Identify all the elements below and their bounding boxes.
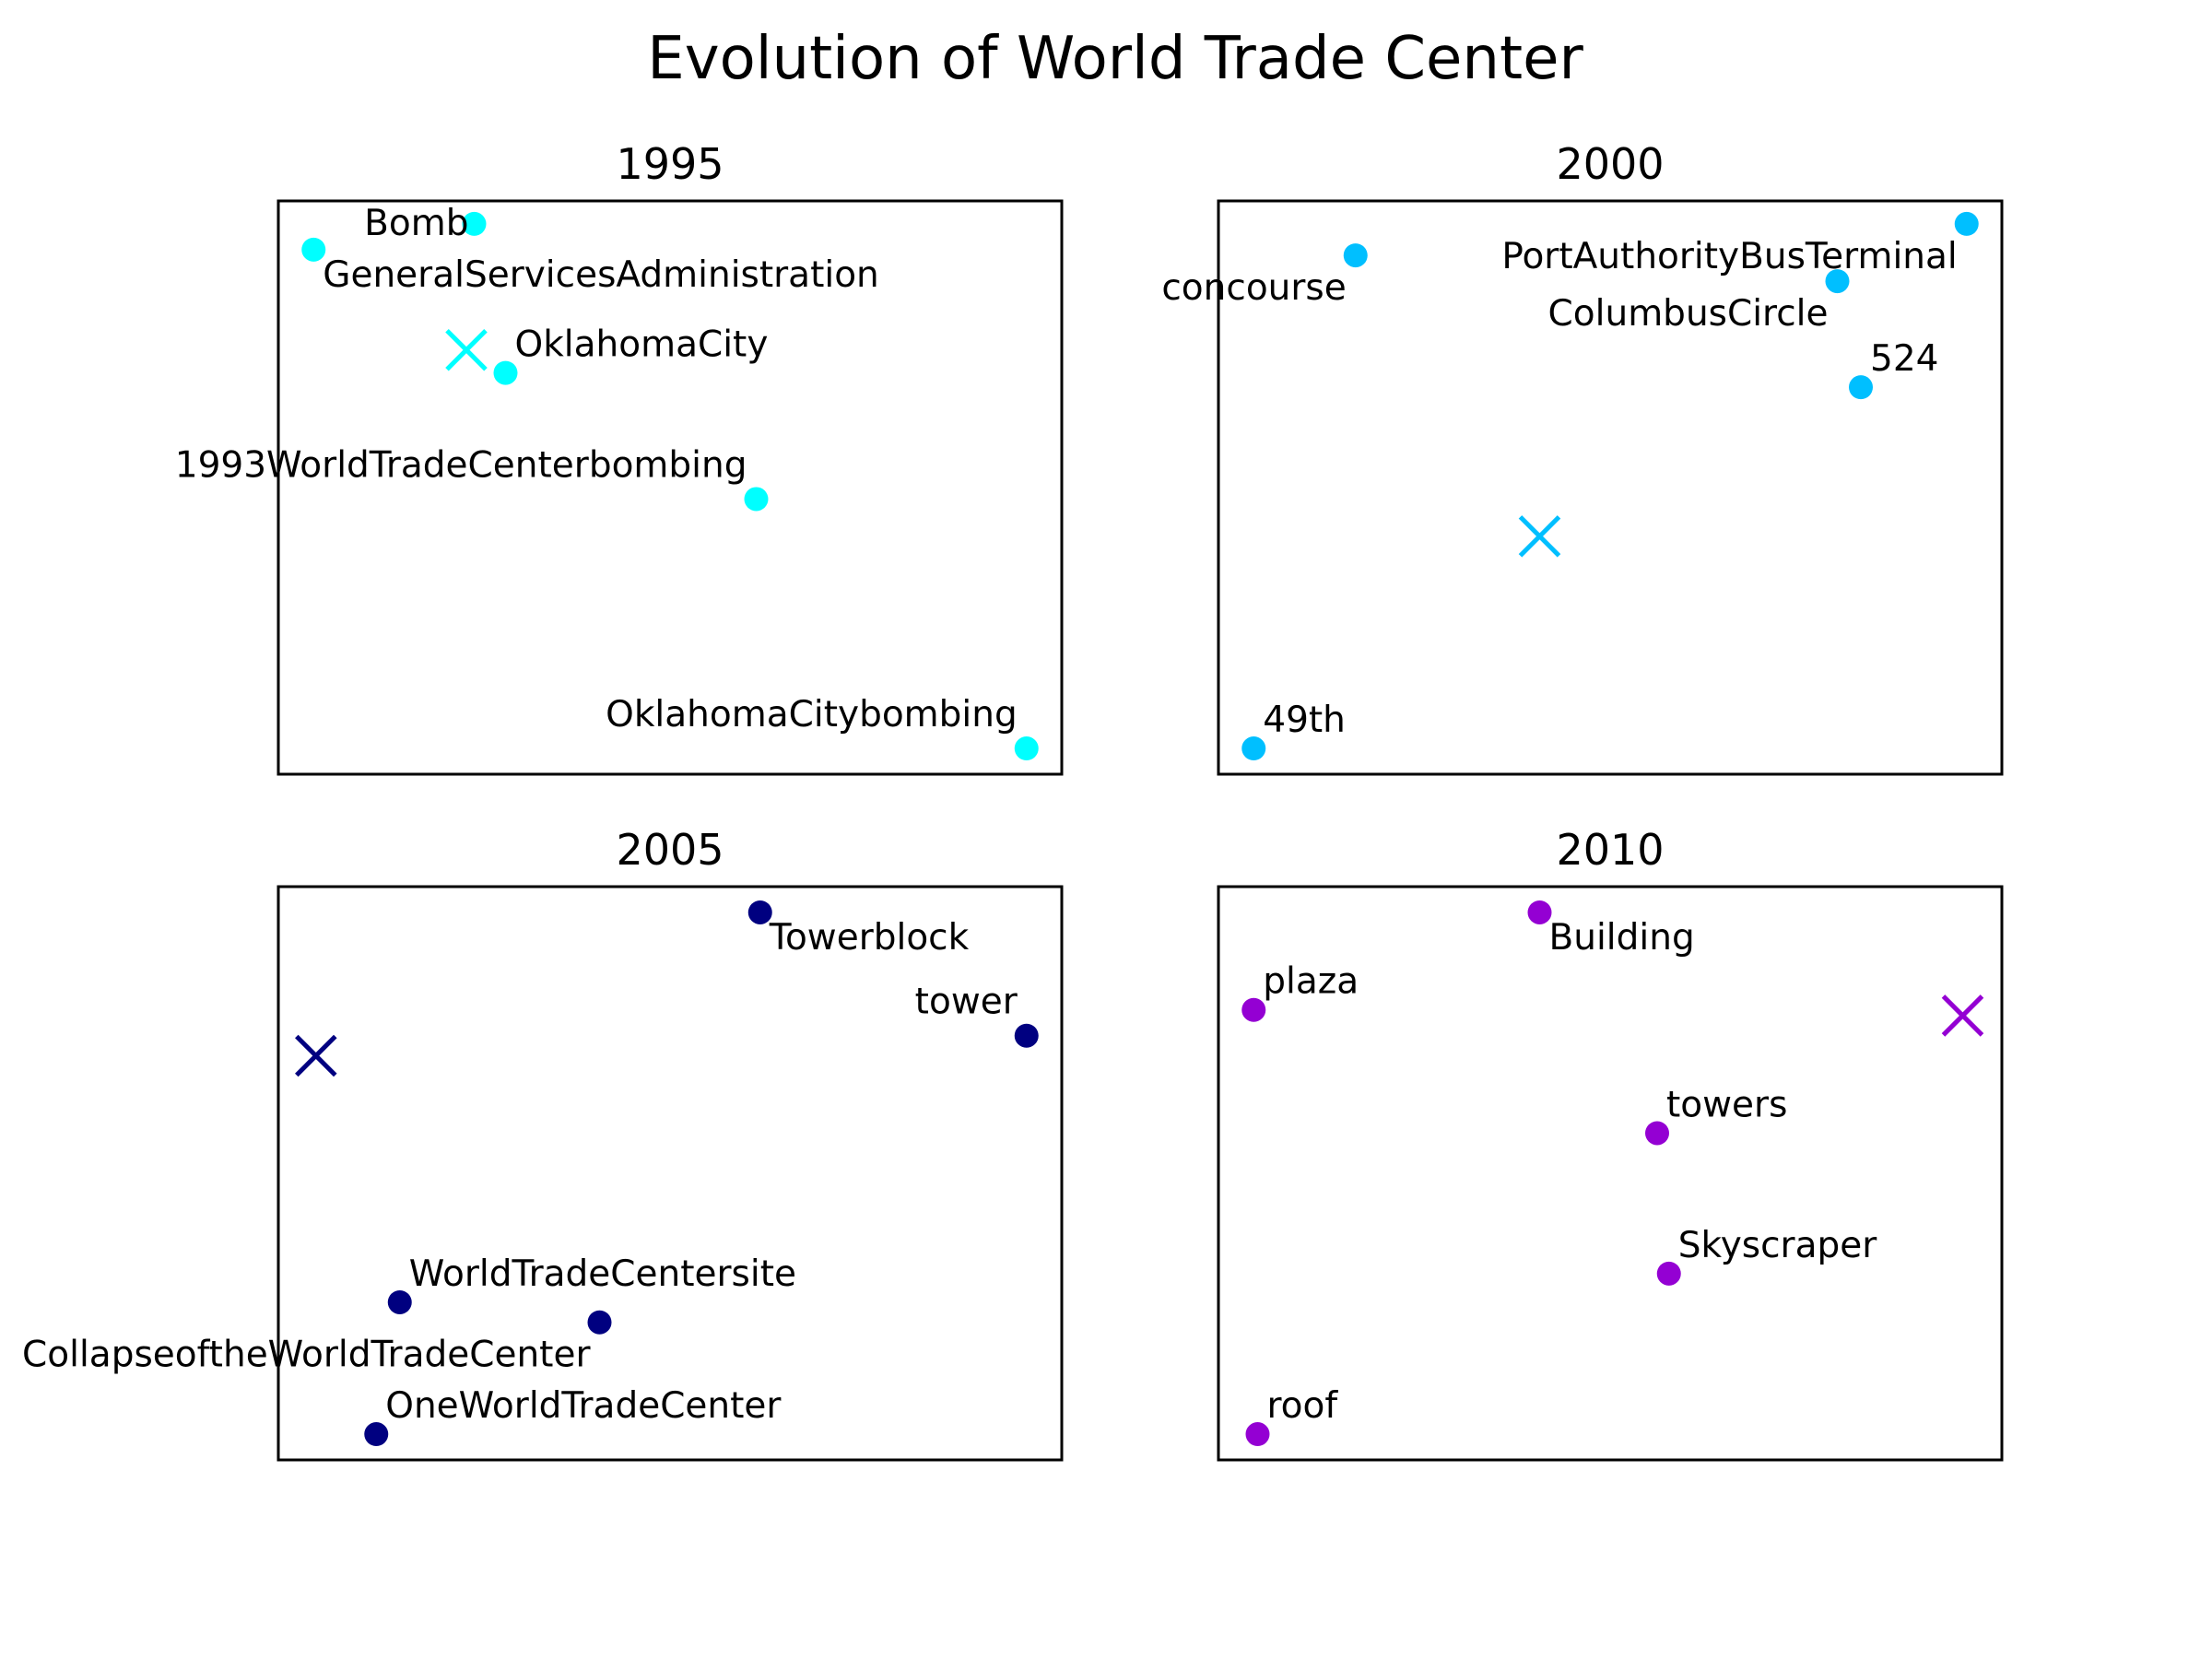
axes-frame	[276, 885, 1064, 1462]
point-label: WorldTradeCentersite	[409, 1253, 796, 1295]
point-label: 524	[1870, 338, 1938, 380]
axes-frame	[1217, 199, 2004, 776]
data-point	[747, 900, 772, 924]
point-label: 1993WorldTradeCenterbombing	[175, 444, 747, 486]
data-point	[493, 360, 518, 385]
point-label: roof	[1267, 1385, 1339, 1427]
subplot-1995: 1995 Bomb GeneralServicesAdministration Okl…	[175, 139, 1064, 776]
subplot-2010: 2010 Building plaza towers Skyscraper roof	[1217, 825, 2004, 1462]
point-label: Skyscraper	[1678, 1225, 1877, 1266]
data-point	[1343, 243, 1368, 268]
subplot-title: 2010	[1556, 825, 1664, 875]
data-point	[1241, 997, 1266, 1022]
point-label: CollapseoftheWorldTradeCenter	[22, 1335, 591, 1376]
subplot-2000: 2000 concourse PortAuthorityBusTerminal Col…	[1161, 139, 2004, 776]
data-point	[1849, 375, 1873, 400]
subplot-title: 2000	[1556, 139, 1664, 189]
data-point	[1825, 269, 1850, 294]
point-label: concourse	[1161, 267, 1346, 309]
axes-frame	[276, 199, 1064, 776]
centroid-x-marker	[1941, 994, 1984, 1037]
data-point	[1527, 900, 1552, 924]
point-label: Towerblock	[769, 917, 970, 959]
data-point	[1241, 736, 1266, 761]
point-label: OneWorldTradeCenter	[385, 1385, 782, 1427]
subplot-title: 1995	[616, 139, 724, 189]
centroid-x-marker	[445, 328, 488, 371]
point-label: Bomb	[364, 203, 468, 244]
point-label: OklahomaCitybombing	[606, 694, 1018, 735]
data-point	[1656, 1261, 1681, 1286]
subplots-grid: 1995 Bomb GeneralServicesAdministration Okl…	[22, 139, 2004, 1462]
data-point	[1014, 1023, 1039, 1048]
centroid-x-marker	[295, 1034, 337, 1077]
data-point	[1954, 211, 1979, 236]
centroid-x-marker	[1518, 515, 1561, 558]
data-point	[462, 211, 487, 236]
data-point	[364, 1422, 389, 1447]
data-point	[301, 237, 326, 262]
data-point	[744, 487, 769, 512]
point-label: plaza	[1263, 961, 1359, 1003]
point-label: 49th	[1263, 700, 1346, 741]
data-point	[587, 1310, 612, 1335]
axes-frame	[1217, 885, 2004, 1462]
data-point	[1014, 736, 1039, 761]
point-label: ColumbusCircle	[1548, 293, 1829, 335]
point-label: PortAuthorityBusTerminal	[1501, 236, 1957, 277]
point-label: tower	[915, 982, 1018, 1023]
data-point	[1245, 1422, 1270, 1447]
point-label: OklahomaCity	[515, 324, 769, 366]
point-label: Building	[1549, 917, 1695, 959]
data-point	[387, 1289, 412, 1314]
figure-title: Evolution of World Trade Center	[647, 25, 1583, 93]
point-label: towers	[1666, 1084, 1787, 1125]
subplot-2005: 2005 Towerblock tower WorldTradeCentersite C…	[22, 825, 1064, 1462]
subplot-title: 2005	[616, 825, 724, 875]
data-point	[1645, 1121, 1669, 1146]
point-label: GeneralServicesAdministration	[323, 254, 879, 296]
